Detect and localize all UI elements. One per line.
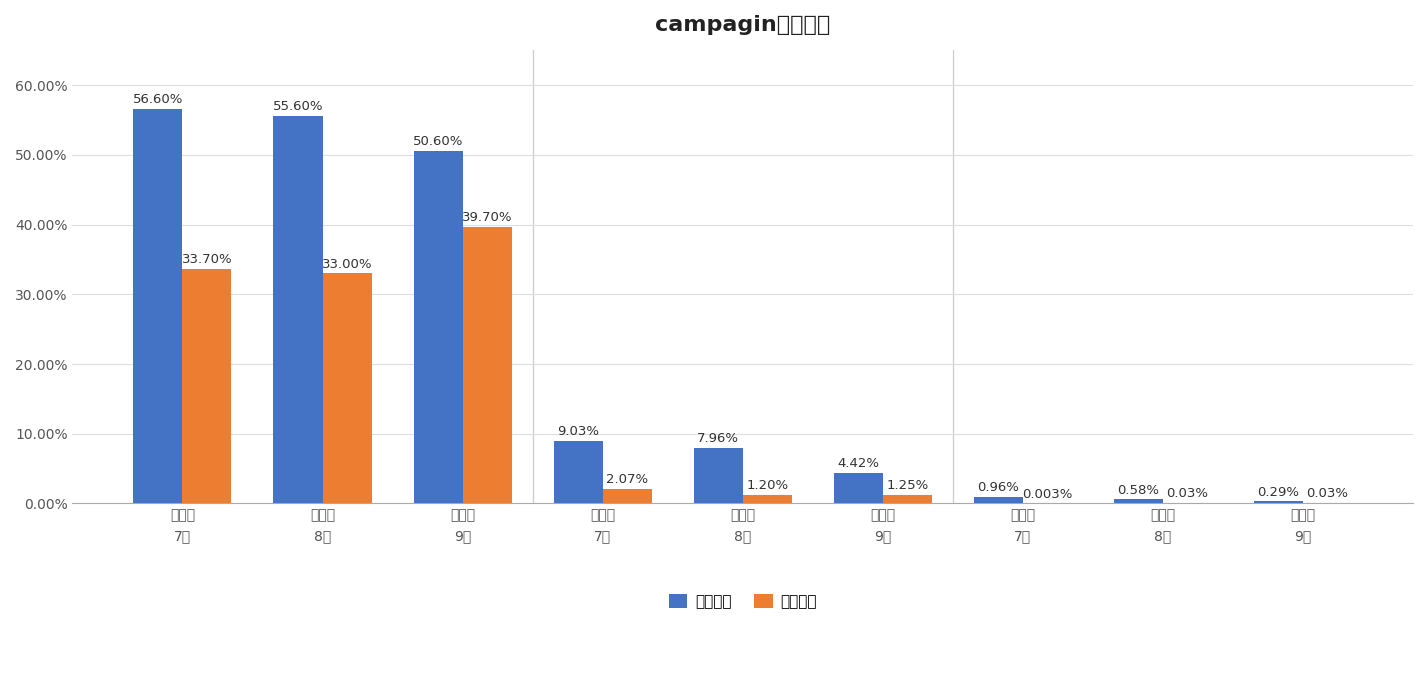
Bar [274, 116, 323, 503]
Text: 0.58%: 0.58% [1118, 484, 1160, 497]
Bar [133, 109, 183, 503]
Bar [974, 497, 1022, 503]
Text: 0.29%: 0.29% [1258, 486, 1299, 499]
Text: 9.03%: 9.03% [557, 425, 600, 438]
Text: 33.00%: 33.00% [321, 258, 373, 271]
Bar [834, 473, 883, 503]
Text: 39.70%: 39.70% [461, 211, 513, 224]
Bar [414, 150, 463, 503]
Bar [183, 269, 231, 503]
Bar [883, 495, 932, 503]
Text: 0.03%: 0.03% [1307, 488, 1348, 501]
Bar [694, 448, 743, 503]
Bar [743, 495, 791, 503]
Bar [1114, 499, 1162, 503]
Bar [323, 274, 371, 503]
Text: 0.03%: 0.03% [1167, 488, 1208, 501]
Bar [603, 489, 651, 503]
Bar [463, 227, 511, 503]
Text: 4.42%: 4.42% [837, 457, 880, 470]
Text: 1.20%: 1.20% [747, 479, 788, 492]
Text: 50.60%: 50.60% [413, 135, 463, 148]
Text: 2.07%: 2.07% [605, 473, 648, 486]
Text: 56.60%: 56.60% [133, 93, 183, 106]
Text: 0.96%: 0.96% [977, 481, 1020, 494]
Bar [1254, 501, 1302, 503]
Text: 7.96%: 7.96% [697, 432, 740, 445]
Title: campagin邮件数据: campagin邮件数据 [655, 15, 830, 35]
Bar [554, 440, 603, 503]
Text: 1.25%: 1.25% [887, 479, 928, 492]
Text: 0.003%: 0.003% [1022, 488, 1072, 501]
Legend: 客户数据, 同行数据: 客户数据, 同行数据 [663, 588, 823, 616]
Text: 55.60%: 55.60% [273, 100, 323, 113]
Text: 33.70%: 33.70% [181, 253, 233, 266]
